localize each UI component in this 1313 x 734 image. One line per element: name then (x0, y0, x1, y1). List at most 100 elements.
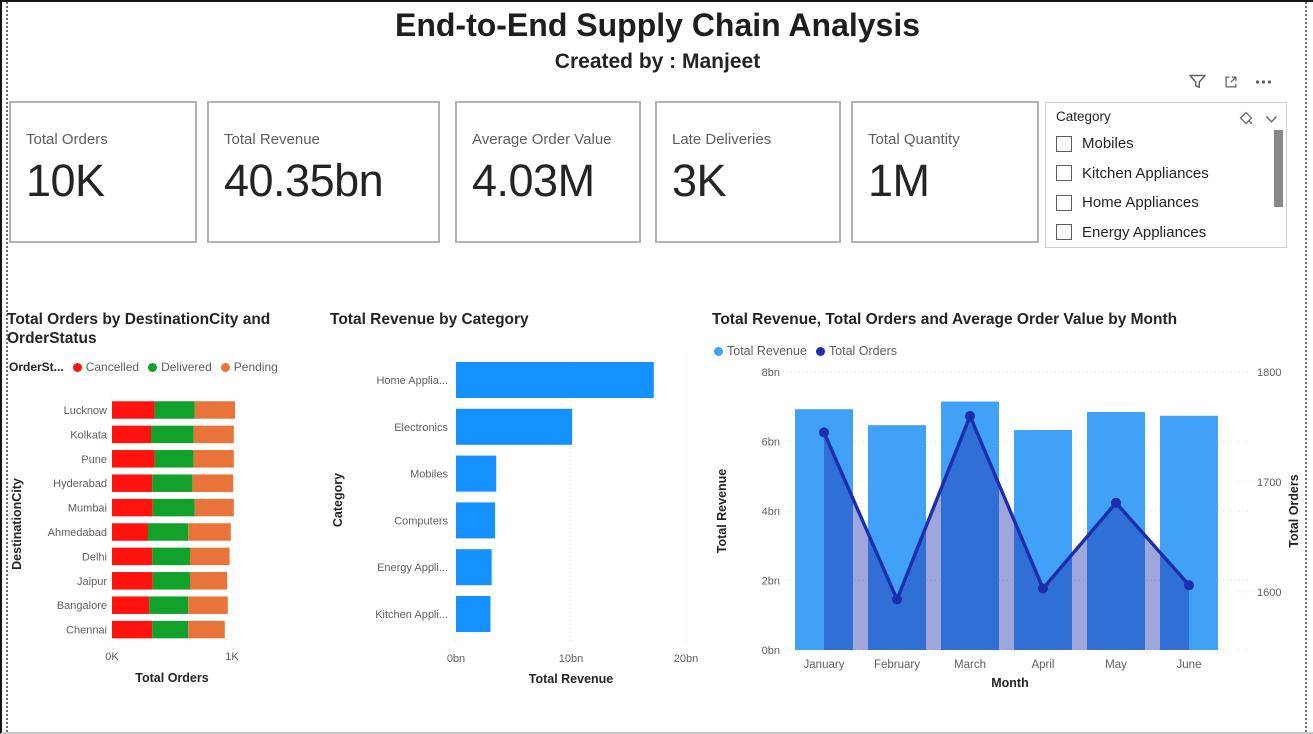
kpi-card-average-order-value[interactable]: Average Order Value 4.03M (455, 101, 641, 243)
marker-total-orders-april[interactable] (1038, 583, 1048, 594)
bar-segment-cancelled-hyderabad[interactable] (112, 474, 153, 492)
bar-computers[interactable] (456, 502, 496, 539)
bar-segment-pending-kolkata[interactable] (193, 425, 234, 444)
bar-segment-pending-ahmedabad[interactable] (188, 523, 231, 541)
chart-revenue-by-category[interactable]: Total Revenue by Category 0bn 10bn 20bn Hom… (330, 304, 702, 702)
x-tick-label-march: March (954, 659, 986, 671)
bar-total-revenue-january[interactable] (795, 409, 853, 650)
category-label-kolkata: Kolkata (70, 429, 108, 441)
marker-total-orders-may[interactable] (1111, 497, 1121, 508)
y-left-tick-label: 6bn (762, 437, 780, 449)
x-tick-label-may: May (1105, 659, 1127, 671)
bar-segment-cancelled-kolkata[interactable] (112, 425, 151, 444)
bar-kitchen-appli[interactable] (456, 596, 491, 632)
bar-segment-delivered-ahmedabad[interactable] (148, 523, 189, 541)
more-options-icon[interactable] (1255, 74, 1272, 90)
chart-revenue-orders-by-month[interactable]: Total Revenue, Total Orders and Average … (710, 304, 1311, 704)
bar-energy-appli[interactable] (456, 549, 492, 586)
line-total-orders[interactable] (822, 414, 1191, 602)
y-left-axis-title: Total Revenue (715, 469, 729, 554)
bar-segment-cancelled-chennai[interactable] (112, 620, 153, 639)
bar-total-revenue-march[interactable] (941, 401, 999, 650)
bar-segment-pending-bangalore[interactable] (188, 596, 228, 614)
eraser-icon[interactable] (1238, 110, 1254, 129)
slicer-title: Category (1056, 109, 1111, 124)
bar-total-revenue-june[interactable] (1160, 415, 1218, 650)
checkbox[interactable] (1056, 224, 1072, 241)
bar-segment-delivered-pune[interactable] (154, 450, 194, 468)
kpi-card-total-revenue[interactable]: Total Revenue 40.35bn (207, 101, 440, 243)
legend-item-cancelled[interactable]: Cancelled (72, 360, 139, 374)
marker-total-orders-february[interactable] (892, 594, 902, 605)
bar-segment-cancelled-ahmedabad[interactable] (112, 523, 148, 541)
slicer-item-home-appliances[interactable]: Home Appliances (1056, 188, 1266, 218)
bar-home-applia[interactable] (456, 362, 654, 398)
kpi-card-late-deliveries[interactable]: Late Deliveries 3K (655, 101, 841, 243)
bar-electronics[interactable] (456, 408, 573, 445)
legend-title: OrderSt... (9, 360, 64, 374)
bar-segment-delivered-hyderabad[interactable] (152, 474, 193, 492)
slicer-item-energy-appliances[interactable]: Energy Appliances (1056, 218, 1266, 248)
bar-segment-pending-hyderabad[interactable] (192, 474, 234, 492)
bar-segment-cancelled-jaipur[interactable] (112, 572, 153, 590)
slicer-item-label: Home Appliances (1082, 194, 1199, 212)
bar-segment-pending-mumbai[interactable] (194, 498, 234, 517)
bar-segment-delivered-chennai[interactable] (152, 620, 189, 639)
bar-segment-pending-pune[interactable] (193, 450, 234, 468)
bar-segment-delivered-kolkata[interactable] (151, 425, 194, 444)
x-axis-title: Month (991, 676, 1028, 690)
category-label-jaipur: Jaipur (77, 576, 107, 588)
bar-segment-delivered-bangalore[interactable] (149, 596, 189, 614)
bar-segment-pending-jaipur[interactable] (190, 572, 228, 590)
bar-segment-delivered-jaipur[interactable] (152, 572, 190, 590)
slicer-item-mobiles[interactable]: Mobiles (1056, 129, 1266, 159)
y-left-tick-label: 0bn (762, 645, 780, 657)
category-label-pune: Pune (81, 454, 107, 466)
filter-icon[interactable] (1188, 74, 1207, 90)
bar-segment-cancelled-bangalore[interactable] (112, 596, 150, 614)
legend-item-pending[interactable]: Pending (220, 360, 278, 374)
bar-segment-pending-lucknow[interactable] (194, 401, 235, 419)
bar-segment-delivered-delhi[interactable] (152, 547, 190, 566)
legend-label: Total Orders (828, 344, 898, 358)
kpi-value: 10K (26, 155, 105, 206)
category-label-kitchen-appli: Kitchen Appli... (375, 609, 448, 621)
x-tick-label-february: February (874, 659, 920, 671)
checkbox[interactable] (1056, 165, 1072, 182)
checkbox[interactable] (1056, 135, 1072, 152)
bar-total-revenue-february[interactable] (868, 425, 926, 650)
kpi-card-total-quantity[interactable]: Total Quantity 1M (851, 101, 1039, 243)
chevron-down-icon[interactable] (1265, 112, 1278, 127)
slicer-scrollbar[interactable] (1274, 130, 1283, 207)
chart-title: Total Revenue by Category (330, 311, 529, 328)
marker-total-orders-june[interactable] (1184, 580, 1194, 591)
popout-icon[interactable] (1222, 74, 1240, 90)
category-label-home-applia: Home Applia... (376, 375, 448, 387)
bar-segment-cancelled-mumbai[interactable] (112, 498, 153, 517)
chart-orders-by-city-status[interactable]: Total Orders by DestinationCity and Orde… (7, 304, 319, 704)
bar-segment-delivered-mumbai[interactable] (152, 498, 195, 517)
bar-segment-pending-chennai[interactable] (188, 620, 225, 639)
category-label-delhi: Delhi (82, 551, 107, 563)
kpi-card-total-orders[interactable]: Total Orders 10K (9, 101, 197, 243)
marker-total-orders-january[interactable] (819, 427, 829, 438)
legend-label: Total Revenue (727, 344, 807, 358)
slicer-item-list: Mobiles Kitchen Appliances Home Appliances… (1056, 129, 1266, 247)
bar-total-revenue-may[interactable] (1087, 411, 1145, 650)
legend-item-delivered[interactable]: Delivered (148, 360, 212, 374)
bar-segment-delivered-lucknow[interactable] (154, 401, 195, 419)
slicer-item-kitchen-appliances[interactable]: Kitchen Appliances (1056, 159, 1266, 189)
kpi-label: Average Order Value (472, 131, 612, 148)
bar-segment-pending-delhi[interactable] (190, 547, 230, 566)
legend-item-total-revenue[interactable]: Total Revenue (714, 344, 807, 358)
y-right-tick-label: 1800 (1257, 367, 1281, 379)
bar-segment-cancelled-delhi[interactable] (112, 547, 153, 566)
category-label-hyderabad: Hyderabad (53, 478, 107, 490)
bar-mobiles[interactable] (456, 455, 497, 492)
marker-total-orders-march[interactable] (965, 410, 975, 421)
bar-segment-cancelled-lucknow[interactable] (112, 401, 155, 419)
x-tick-label-april: April (1031, 659, 1054, 671)
legend-item-total-orders[interactable]: Total Orders (815, 344, 898, 358)
bar-segment-cancelled-pune[interactable] (112, 450, 155, 468)
checkbox[interactable] (1056, 194, 1072, 211)
